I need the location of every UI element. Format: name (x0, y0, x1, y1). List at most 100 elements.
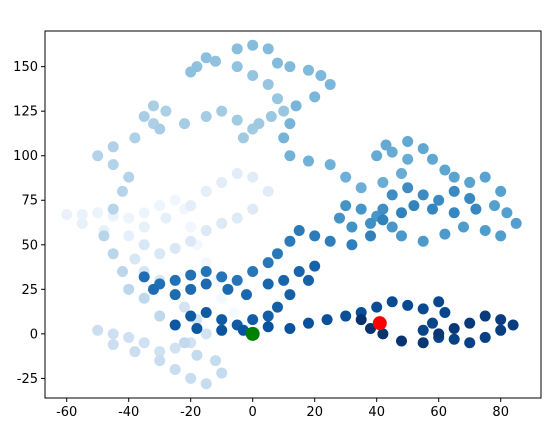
walk-point (154, 200, 166, 212)
y-tick-label: 150 (13, 60, 38, 75)
walk-point (402, 153, 414, 165)
walk-point (216, 105, 228, 117)
x-tick-label: -40 (118, 405, 139, 420)
walk-point (427, 203, 438, 215)
walk-point (278, 274, 290, 286)
walk-point (138, 239, 150, 251)
walk-point (377, 328, 389, 340)
walk-point (324, 235, 336, 247)
walk-point (76, 209, 88, 220)
walk-point (92, 324, 104, 336)
walk-point (92, 207, 104, 219)
walk-point (303, 274, 314, 286)
walk-point (433, 328, 445, 340)
walk-point (185, 372, 197, 384)
walk-point (262, 257, 274, 269)
walk-point (427, 153, 438, 165)
walk-point (169, 363, 181, 375)
walk-point (231, 168, 243, 180)
walk-point (464, 176, 476, 188)
walk-point (396, 168, 407, 180)
walk-point (448, 323, 460, 335)
x-tick-label: -20 (180, 405, 201, 420)
walk-point (200, 328, 212, 340)
walk-point (216, 217, 228, 229)
walk-point (284, 61, 296, 73)
walk-point (228, 306, 240, 318)
walk-point (247, 203, 259, 215)
walk-point (402, 299, 414, 311)
walk-point (272, 57, 283, 69)
walk-point (185, 310, 197, 322)
walk-point (129, 253, 141, 265)
walk-point (216, 292, 228, 304)
walk-point (303, 317, 314, 329)
walk-point (237, 132, 249, 144)
axes-frame (44, 30, 542, 399)
walk-point (272, 93, 283, 105)
walk-point (334, 212, 345, 224)
walk-point (433, 194, 445, 206)
walk-point (247, 171, 259, 183)
walk-point (247, 266, 259, 278)
walk-point (200, 378, 212, 390)
walk-point (123, 212, 135, 224)
walk-point (284, 118, 296, 130)
walk-point (200, 225, 212, 237)
walk-point (510, 217, 522, 229)
walk-point (216, 324, 228, 336)
walk-point (439, 164, 451, 176)
y-tick-label: 100 (13, 149, 38, 164)
walk-point (200, 266, 212, 278)
walk-point (185, 235, 197, 247)
walk-point (507, 319, 519, 331)
walk-point (439, 306, 451, 318)
walk-point (160, 212, 172, 224)
walk-point (169, 242, 181, 254)
points-layer (61, 39, 522, 390)
walk-point (107, 339, 119, 351)
walk-point (169, 194, 181, 206)
walk-point (417, 189, 429, 201)
walk-point (293, 225, 305, 237)
walk-point (123, 331, 135, 343)
walk-point (309, 230, 321, 242)
x-tick-label: 60 (430, 405, 447, 420)
walk-point (495, 230, 507, 242)
walk-point (138, 337, 150, 349)
walk-point (417, 337, 429, 349)
walk-point (396, 230, 407, 242)
walk-point (107, 141, 119, 153)
walk-point (396, 335, 407, 347)
walk-point (417, 303, 429, 315)
walk-point (355, 203, 367, 215)
x-tick-label: 0 (249, 405, 257, 420)
walk-point (210, 355, 221, 367)
walk-point (200, 278, 212, 290)
walk-point (154, 248, 166, 260)
walk-point (231, 43, 243, 55)
walk-point (169, 274, 181, 286)
walk-point (340, 310, 352, 322)
y-tick-label: 50 (21, 238, 38, 253)
walk-point (309, 260, 321, 272)
walk-point (185, 283, 197, 295)
walk-point (489, 200, 500, 212)
walk-point (179, 301, 190, 313)
walk-point (92, 150, 104, 162)
y-tick-label: 75 (21, 194, 38, 209)
walk-point (200, 257, 212, 269)
walk-point (117, 266, 128, 278)
walk-point (160, 105, 172, 117)
walk-point (479, 331, 491, 343)
walk-point (107, 328, 119, 340)
walk-point (169, 319, 181, 331)
walk-point (408, 200, 420, 212)
walk-point (200, 111, 212, 123)
walk-point (324, 159, 336, 171)
walk-point (138, 292, 150, 304)
walk-point (278, 132, 290, 144)
walk-point (154, 355, 166, 367)
walk-point (377, 214, 389, 226)
